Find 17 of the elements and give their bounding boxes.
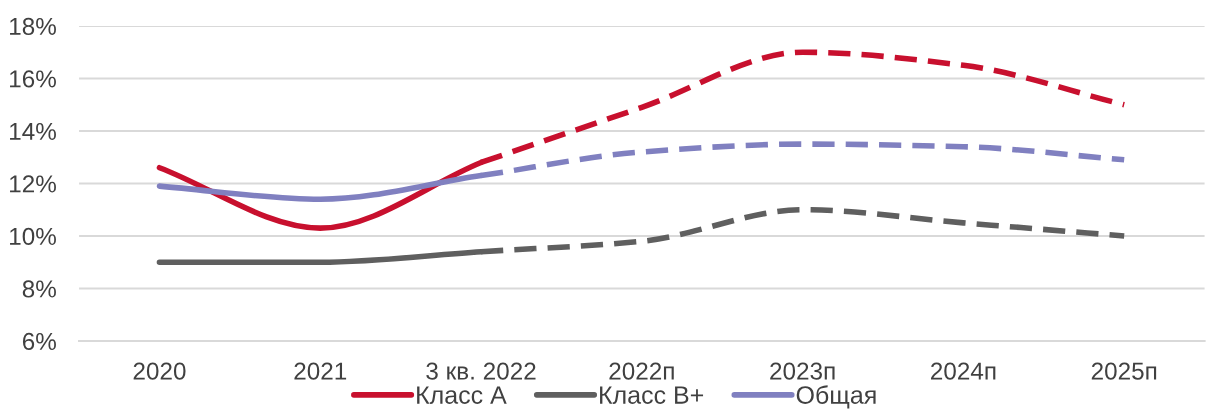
legend-label: Общая	[796, 385, 876, 409]
y-tick-label: 18%	[10, 17, 56, 35]
y-tick-label: 16%	[10, 70, 56, 88]
y-tick-label: 6%	[22, 332, 56, 351]
y-tick-label: 8%	[22, 280, 56, 298]
x-tick-label: 2022п	[609, 362, 674, 380]
legend-label: Класс А	[417, 386, 507, 404]
x-tick-label: 2025п	[1091, 362, 1157, 380]
legend-label: Класс В+	[600, 386, 704, 404]
x-tick-label: 2023п	[770, 362, 835, 380]
y-tick-label: 12%	[10, 175, 56, 193]
y-tick-label: 14%	[10, 122, 56, 140]
x-tick-label: 2020	[133, 362, 186, 380]
x-tick-label: 2024п	[931, 362, 996, 380]
y-tick-label: 10%	[10, 227, 56, 246]
x-tick-label: 3 кв. 2022	[426, 362, 536, 380]
x-tick-label: 2021	[294, 362, 347, 380]
